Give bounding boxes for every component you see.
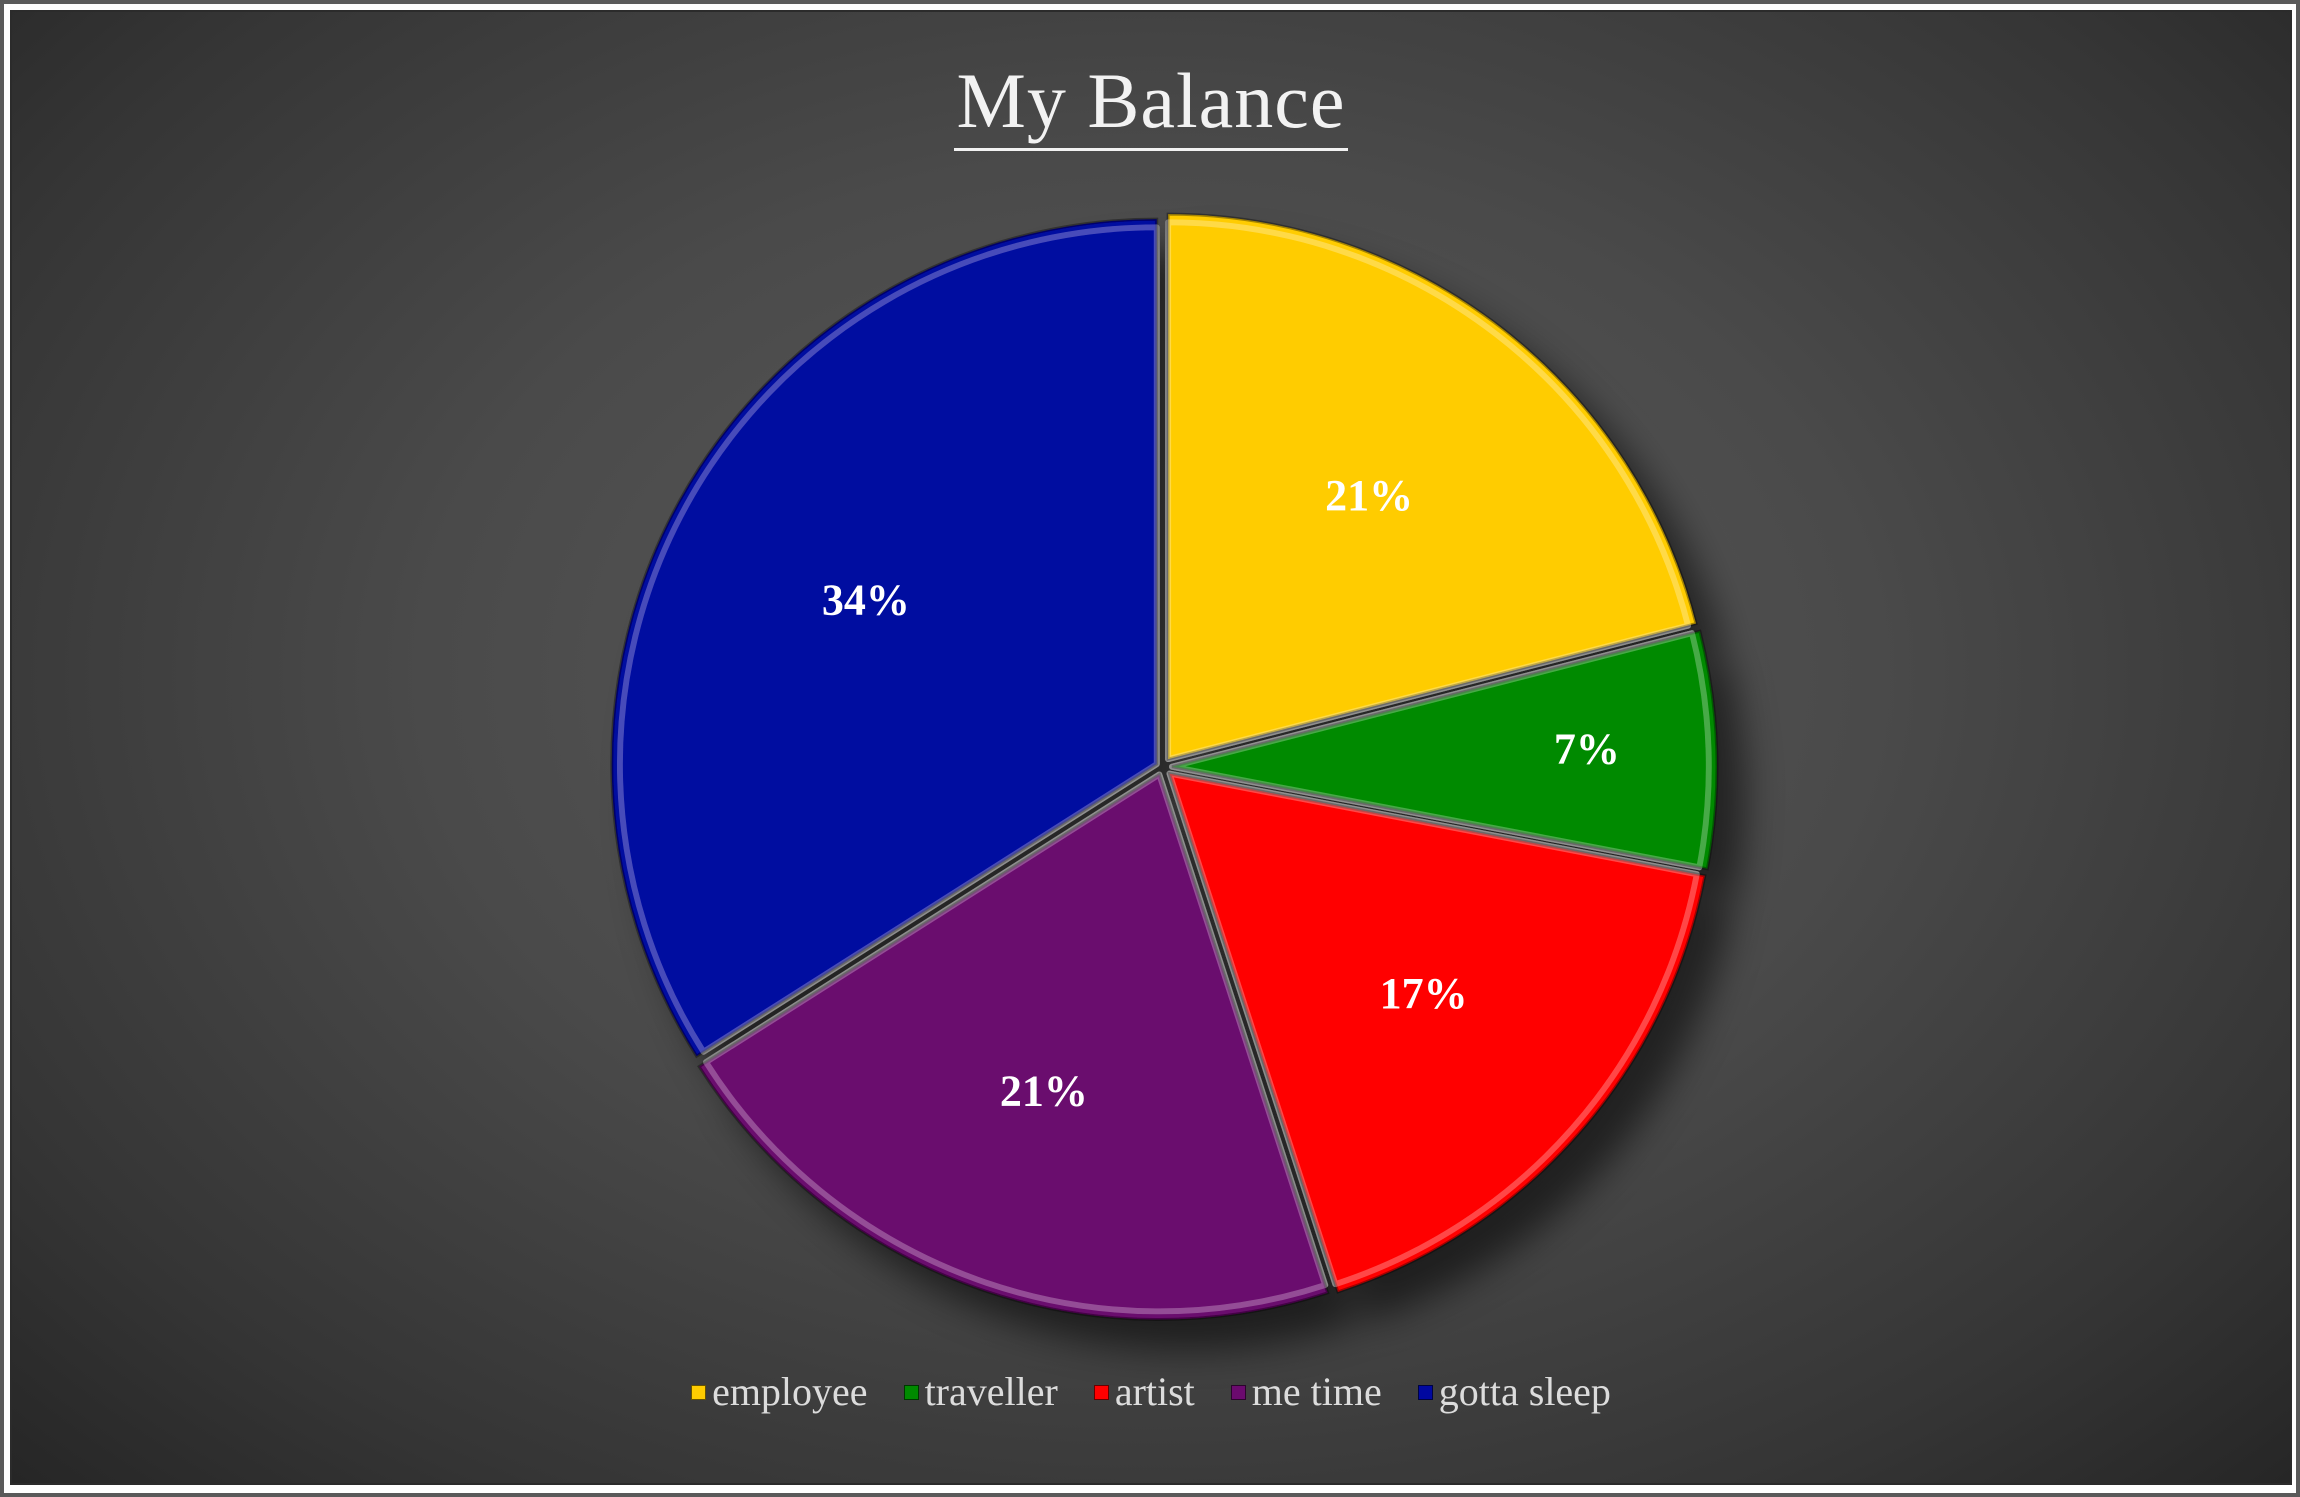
data-label-gotta-sleep: 34%	[822, 575, 910, 624]
legend-item-traveller: traveller	[903, 1369, 1058, 1414]
pie-slice-traveller	[1171, 629, 1719, 871]
legend-label-employee: employee	[712, 1369, 868, 1414]
pie-slice-employee	[1166, 212, 1698, 762]
legend-item-gotta-sleep: gotta sleep	[1417, 1369, 1611, 1414]
pie-slices	[610, 212, 1719, 1322]
pie-slice-gotta-sleep	[610, 217, 1159, 1059]
pie-slice-bevel-traveller	[1169, 630, 1712, 871]
chart-title: My Balance	[12, 57, 2290, 151]
chart-title-text: My Balance	[954, 57, 1348, 151]
chart-legend: employee traveller artist me time gotta slee…	[12, 1372, 2290, 1412]
pie-slice-bevel-employee	[1165, 219, 1692, 763]
chart-area: My Balance	[10, 10, 2292, 1485]
legend-item-me-time: me time	[1230, 1369, 1382, 1414]
pie-slice-bevel-gotta-sleep	[616, 224, 1160, 1055]
pie-slice-labels: 21% 7% 17% 21% 34%	[822, 471, 1620, 1115]
legend-swatch-employee	[691, 1384, 707, 1400]
legend-label-artist: artist	[1114, 1369, 1195, 1414]
legend-label-gotta-sleep: gotta sleep	[1438, 1369, 1611, 1414]
data-label-artist: 17%	[1380, 969, 1468, 1018]
data-label-employee: 21%	[1325, 471, 1413, 520]
pie-slice-me-time	[697, 772, 1330, 1322]
legend-item-artist: artist	[1093, 1369, 1195, 1414]
legend-swatch-traveller	[903, 1384, 919, 1400]
data-label-me-time: 21%	[1000, 1066, 1088, 1115]
legend-swatch-gotta-sleep	[1417, 1384, 1433, 1400]
pie-slice-bevel-me-time	[703, 771, 1329, 1315]
pie-slice-bevel-artist	[1166, 770, 1700, 1288]
legend-label-traveller: traveller	[924, 1369, 1058, 1414]
pie-slice-artist	[1167, 771, 1707, 1294]
data-label-traveller: 7%	[1554, 725, 1620, 774]
pie-chart: 21% 7% 17% 21% 34%	[610, 212, 1719, 1322]
legend-label-me-time: me time	[1251, 1369, 1382, 1414]
legend-swatch-me-time	[1230, 1384, 1246, 1400]
legend-swatch-artist	[1093, 1384, 1109, 1400]
legend-item-employee: employee	[691, 1372, 868, 1412]
